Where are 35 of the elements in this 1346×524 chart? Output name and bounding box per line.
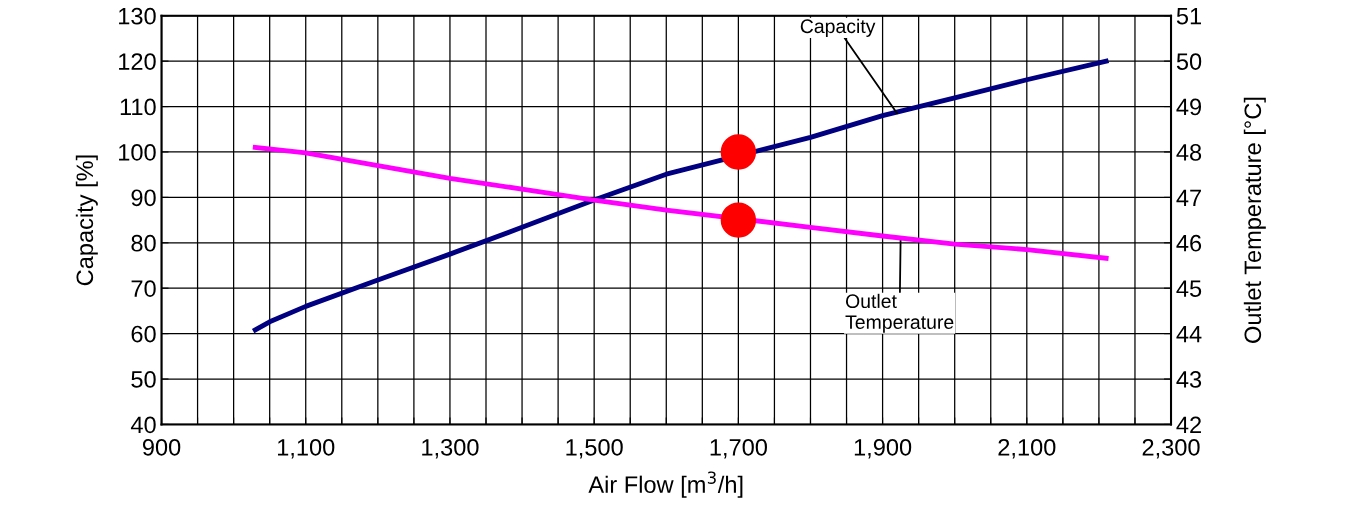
y-tick-label: 120 bbox=[119, 53, 156, 70]
y-tick-label: 90 bbox=[131, 189, 156, 207]
y2-tick-label: 47 bbox=[1176, 189, 1201, 206]
y2-tick-label: 51 bbox=[1176, 8, 1201, 25]
x-tick-label: 1,700 bbox=[710, 438, 767, 459]
y-tick-label: 40 bbox=[130, 416, 156, 434]
y2-tick-label: 48 bbox=[1176, 144, 1202, 161]
y2-tick-label: 44 bbox=[1176, 325, 1202, 343]
annotation: Capacity bbox=[800, 18, 876, 37]
x-tick-label: 2,300 bbox=[1142, 438, 1200, 459]
line-series bbox=[252, 58, 1109, 333]
y-axis-title: Capacity [%] bbox=[75, 155, 98, 286]
y2-tick-label: 49 bbox=[1176, 98, 1202, 116]
annotation: Outlet Temperature bbox=[845, 293, 954, 333]
y-tick-label: 60 bbox=[131, 325, 156, 343]
y-tick-label: 130 bbox=[119, 7, 156, 25]
y-tick-label: 80 bbox=[131, 234, 156, 252]
x-tick-label: 1,500 bbox=[566, 438, 623, 459]
y-tick-label: 100 bbox=[119, 144, 156, 161]
x-tick-label: 1,100 bbox=[277, 438, 335, 459]
y2-tick-label: 50 bbox=[1176, 53, 1202, 70]
y-tick-label: 70 bbox=[131, 280, 156, 297]
y2-tick-label: 46 bbox=[1176, 234, 1202, 252]
y2-tick-label: 45 bbox=[1176, 280, 1202, 297]
y2-axis-title: Outlet Temperature [°C] bbox=[1243, 97, 1266, 343]
x-tick-label: 2,100 bbox=[998, 438, 1056, 459]
y2-tick-label: 43 bbox=[1176, 371, 1202, 388]
y-tick-label: 110 bbox=[120, 98, 156, 116]
y2-tick-label: 42 bbox=[1176, 416, 1201, 433]
line-series bbox=[252, 144, 1109, 261]
x-tick-label: 900 bbox=[142, 438, 181, 456]
x-tick-label: 1,900 bbox=[854, 438, 912, 459]
x-axis-title: Air Flow [m$^{3}$/h] bbox=[588, 471, 743, 498]
x-tick-label: 1,300 bbox=[422, 438, 479, 459]
y-tick-label: 50 bbox=[131, 371, 156, 388]
